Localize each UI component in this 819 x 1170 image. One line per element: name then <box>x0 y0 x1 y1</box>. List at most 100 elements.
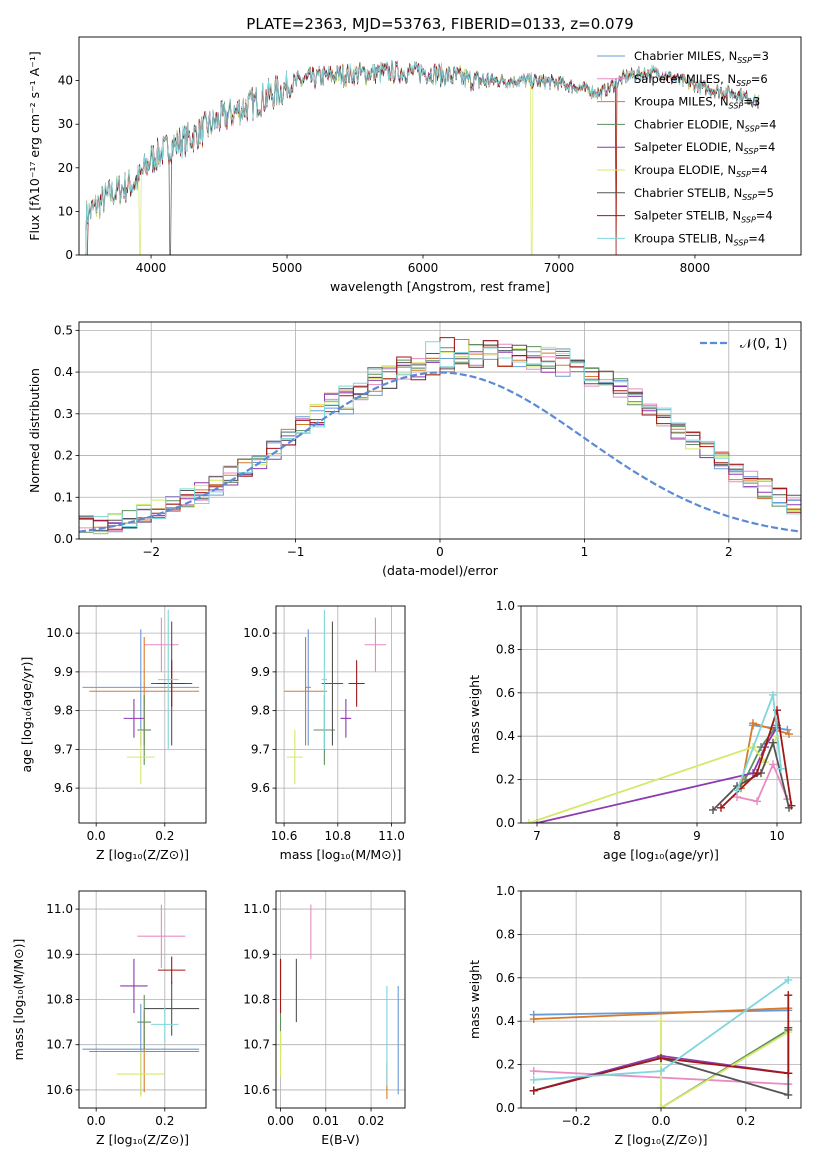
y-tick-label: 0.0 <box>496 816 515 830</box>
x-tick-label: 0.0 <box>651 1114 670 1128</box>
weight-marker-2 <box>529 1015 538 1024</box>
normal-curve <box>79 371 801 533</box>
axes-frame <box>78 321 802 540</box>
x-tick-label: 10.6 <box>271 829 298 843</box>
legend-label: Chabrier ELODIE, NSSP=4 <box>634 117 776 133</box>
y-tick-label: 0 <box>65 248 73 262</box>
y-tick-label: 9.9 <box>251 665 270 679</box>
y-tick-label: 10.6 <box>243 1083 270 1097</box>
x-tick-label: 10.8 <box>324 829 351 843</box>
y-tick-label: 40 <box>58 74 73 88</box>
x-tick-label: 4000 <box>136 261 167 275</box>
weight-marker-7 <box>657 1054 665 1063</box>
y-tick-label: 9.9 <box>54 665 73 679</box>
x-axis-label: Z [log₁₀(Z/Z⊙)] <box>96 1132 189 1147</box>
x-axis-label: age [log₁₀(age/yr)] <box>603 847 719 862</box>
x-tick-label: 0.00 <box>267 1114 294 1128</box>
weight-marker-8 <box>777 764 785 773</box>
x-tick-label: 0.02 <box>358 1114 385 1128</box>
plot-area <box>79 606 206 823</box>
y-tick-label: 0.5 <box>54 323 73 337</box>
weight-marker-7 <box>784 1069 793 1078</box>
y-axis-label: Normed distribution <box>27 368 42 493</box>
weight-marker-1 <box>529 1067 538 1076</box>
x-tick-label: 9 <box>693 829 701 843</box>
panel-mass_vs_Z: 0.0 0.2 10.6 10.7 10.8 10.9 11.0 Z [log₁₀(Z/Z⊙)… <box>11 890 207 1147</box>
x-tick-label: −1 <box>287 545 305 559</box>
x-axis-label: Z [log₁₀(Z/Z⊙)] <box>615 1132 708 1147</box>
y-tick-label: 10 <box>58 204 73 218</box>
y-tick-label: 0.4 <box>54 365 73 379</box>
panel-mass_weight_vs_Z: −0.2 0.0 0.2 0.0 0.2 0.4 0.6 0.8 1.0 Z [log₁₀(Z/Z… <box>467 884 802 1147</box>
panel-age_vs_mass: 10.6 10.8 11.0 9.6 9.7 9.8 9.9 10.0 mass [log₁₀(… <box>243 605 406 862</box>
y-tick-label: 10.9 <box>46 947 73 961</box>
x-axis-label: mass [log₁₀(M/M⊙)] <box>280 847 402 862</box>
spectrum-line-5 <box>85 61 760 255</box>
spectrum-line-7 <box>85 60 760 255</box>
plot-area <box>276 891 405 1108</box>
spectrum-line-2 <box>85 61 760 255</box>
panel-residuals: −2 −1 0 1 2 0.0 0.1 0.2 0.3 0.4 0.5 (data-model)/er… <box>27 321 802 578</box>
x-axis-label: E(B-V) <box>321 1132 360 1147</box>
spectrum-line-0 <box>85 60 760 255</box>
spectrum-line-4 <box>85 61 760 255</box>
spectrum-line-6 <box>85 61 760 255</box>
plot-area <box>79 322 801 539</box>
axes-frame <box>78 890 207 1109</box>
weight-marker-6 <box>769 738 777 747</box>
legend-label: Kroupa ELODIE, NSSP=4 <box>634 163 768 179</box>
x-axis-label: wavelength [Angstrom, rest frame] <box>330 279 550 294</box>
y-tick-label: 0.2 <box>496 1058 515 1072</box>
x-tick-label: −0.2 <box>562 1114 591 1128</box>
y-tick-label: 0.3 <box>54 407 73 421</box>
histogram-6 <box>79 344 801 539</box>
weight-marker-1 <box>769 760 777 769</box>
y-tick-label: 10.8 <box>46 993 73 1007</box>
y-axis-label: Flux [fλ10⁻¹⁷ erg cm⁻² s⁻¹ A⁻¹] <box>27 51 42 240</box>
x-axis-label: Z [log₁₀(Z/Z⊙)] <box>96 847 189 862</box>
weight-marker-8 <box>529 1075 538 1084</box>
y-tick-label: 0.8 <box>496 927 515 941</box>
y-tick-label: 0.2 <box>496 773 515 787</box>
axes-frame <box>520 890 802 1109</box>
spectrum-line-3 <box>85 61 760 255</box>
panel-age_vs_Z: 0.0 0.2 9.6 9.7 9.8 9.9 10.0 Z [log₁₀(Z/Z⊙)] age… <box>19 605 207 862</box>
weight-marker-2 <box>749 719 757 728</box>
plot-area <box>79 891 206 1108</box>
x-tick-label: 6000 <box>408 261 439 275</box>
axes-frame <box>275 890 406 1109</box>
y-tick-label: 0.4 <box>496 729 515 743</box>
x-tick-label: 10 <box>769 829 784 843</box>
weight-marker-8 <box>784 975 793 984</box>
x-tick-label: 5000 <box>272 261 303 275</box>
y-tick-label: 10.7 <box>243 1038 270 1052</box>
y-tick-label: 20 <box>58 161 73 175</box>
y-tick-label: 0.0 <box>54 532 73 546</box>
y-tick-label: 10.8 <box>243 993 270 1007</box>
y-tick-label: 10.7 <box>46 1038 73 1052</box>
y-axis-label: mass weight <box>467 675 482 754</box>
x-tick-label: 7 <box>533 829 541 843</box>
weight-marker-7 <box>753 769 761 778</box>
legend-label: Chabrier MILES, NSSP=3 <box>634 49 769 65</box>
legend-label: Chabrier STELIB, NSSP=5 <box>634 186 774 202</box>
x-tick-label: 8000 <box>680 261 711 275</box>
y-tick-label: 10.9 <box>243 947 270 961</box>
x-tick-label: 7000 <box>544 261 575 275</box>
x-tick-label: 11.0 <box>378 829 405 843</box>
y-tick-label: 11.0 <box>46 902 73 916</box>
weight-marker-0 <box>783 725 792 734</box>
legend-label: Salpeter MILES, NSSP=6 <box>634 72 768 88</box>
plot-area <box>521 606 801 823</box>
weight-marker-5 <box>657 1104 665 1108</box>
weight-marker-7 <box>529 1086 538 1095</box>
histogram-4 <box>79 340 801 539</box>
plot-area <box>276 606 405 823</box>
y-tick-label: 1.0 <box>496 884 515 898</box>
y-tick-label: 9.6 <box>54 781 73 795</box>
x-tick-label: 0.2 <box>736 1114 755 1128</box>
legend-label: Salpeter ELODIE, NSSP=4 <box>634 140 775 156</box>
figure-title: PLATE=2363, MJD=53763, FIBERID=0133, z=0… <box>246 15 633 33</box>
weight-marker-6 <box>709 805 717 814</box>
